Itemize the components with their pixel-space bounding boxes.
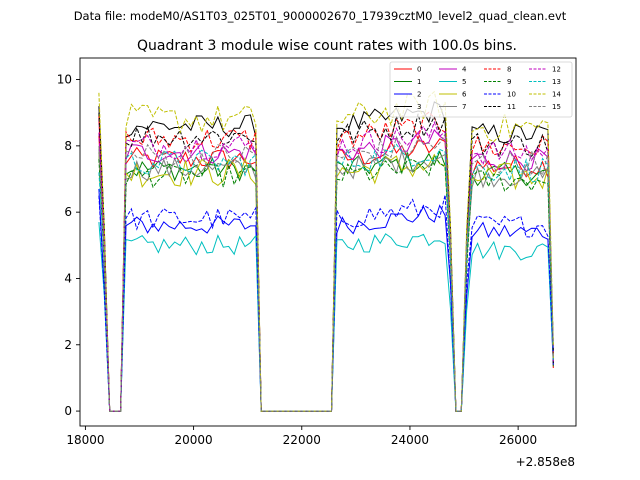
legend-label-10: 10: [507, 91, 516, 99]
x-tick-label: 26000: [499, 433, 537, 447]
legend-label-13: 13: [552, 78, 561, 86]
x-offset-label: +2.858e8: [516, 455, 575, 469]
series-line-1: [98, 150, 554, 412]
series-line-6: [98, 152, 554, 412]
y-tick-label: 8: [64, 139, 72, 153]
series-line-5: [98, 222, 554, 412]
axes-frame: [79, 57, 577, 427]
legend-label-11: 11: [507, 103, 516, 111]
x-tick-label: 18000: [66, 433, 104, 447]
legend-label-14: 14: [552, 91, 561, 99]
series-line-7: [98, 149, 554, 412]
plot-lines: [98, 90, 554, 412]
y-tick-label: 6: [64, 205, 72, 219]
legend-label-3: 3: [417, 103, 421, 111]
legend-label-15: 15: [552, 103, 561, 111]
legend-box: [389, 61, 573, 118]
y-tick-label: 0: [64, 404, 72, 418]
legend-label-9: 9: [507, 78, 511, 86]
legend-label-6: 6: [462, 91, 467, 99]
legend-label-7: 7: [462, 103, 466, 111]
legend-label-2: 2: [417, 91, 421, 99]
y-tick-label: 10: [57, 73, 72, 87]
x-tick-label: 20000: [174, 433, 212, 447]
legend-label-1: 1: [417, 78, 421, 86]
x-tick-label: 24000: [391, 433, 429, 447]
chart-suptitle: Data file: modeM0/AS1T03_025T01_90000026…: [74, 9, 567, 23]
series-line-3: [98, 101, 554, 412]
series-line-13: [98, 143, 554, 412]
series-line-9: [98, 154, 554, 412]
y-tick-label: 2: [64, 338, 72, 352]
series-line-2: [98, 188, 554, 412]
y-tick-label: 4: [64, 271, 72, 285]
x-tick-label: 22000: [283, 433, 321, 447]
legend-label-12: 12: [552, 66, 561, 74]
legend-label-4: 4: [462, 66, 467, 74]
legend-label-8: 8: [507, 66, 511, 74]
series-line-14: [98, 90, 554, 412]
series-line-15: [98, 132, 554, 412]
legend-label-0: 0: [417, 66, 421, 74]
series-line-4: [98, 119, 554, 412]
chart-title: Quadrant 3 module wise count rates with …: [137, 38, 517, 54]
legend-label-5: 5: [462, 78, 466, 86]
series-line-11: [98, 112, 554, 412]
